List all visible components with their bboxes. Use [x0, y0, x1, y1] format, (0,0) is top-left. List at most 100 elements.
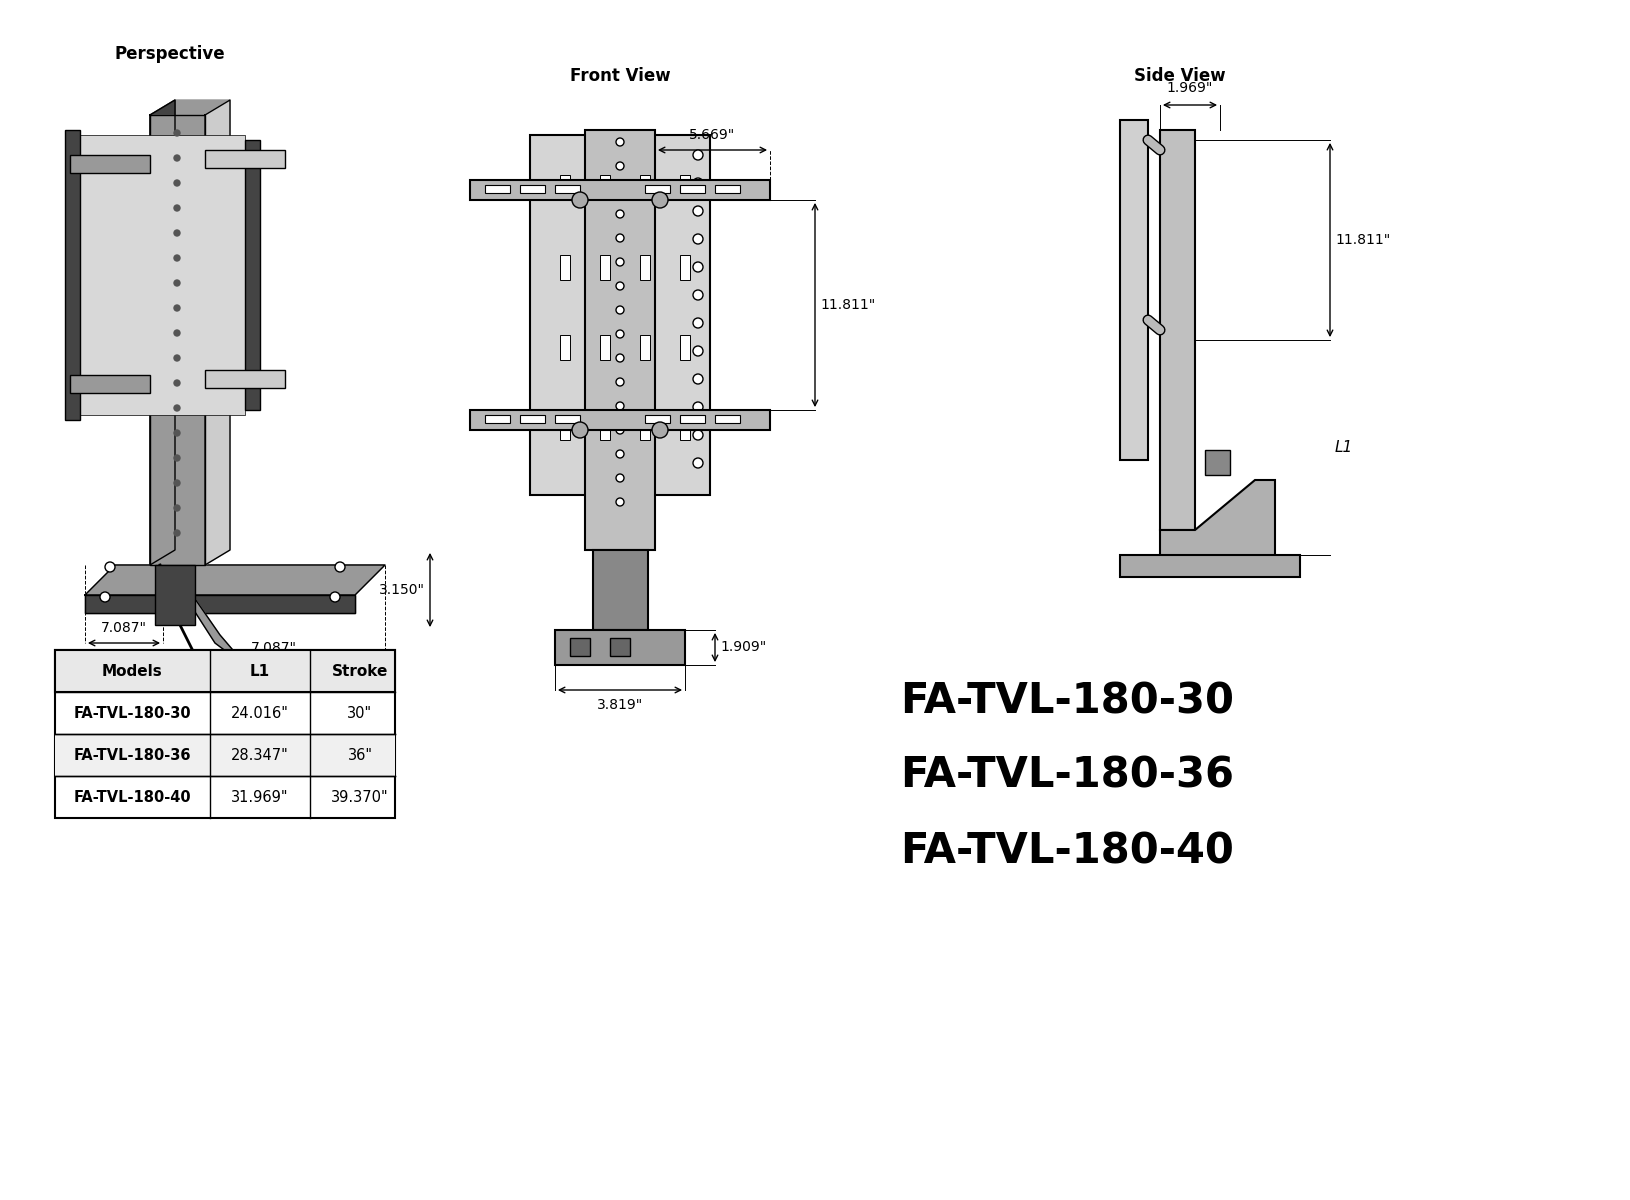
Text: Models: Models [101, 664, 163, 678]
Circle shape [616, 498, 624, 506]
Circle shape [174, 155, 179, 161]
Text: Front View: Front View [569, 67, 670, 85]
Text: L1: L1 [1335, 439, 1353, 455]
Bar [585, 130, 655, 550]
Polygon shape [85, 595, 355, 613]
Circle shape [99, 592, 109, 602]
Circle shape [616, 426, 624, 434]
Text: 5.669": 5.669" [688, 128, 735, 142]
Bar [530, 134, 709, 494]
Circle shape [174, 505, 179, 511]
Circle shape [174, 180, 179, 186]
Circle shape [572, 192, 588, 208]
Text: FA-TVL-180-30: FA-TVL-180-30 [900, 680, 1234, 722]
Bar [65, 130, 80, 420]
Circle shape [174, 330, 179, 336]
Bar [644, 415, 670, 422]
Bar [469, 410, 769, 430]
Polygon shape [205, 100, 230, 565]
Circle shape [616, 186, 624, 194]
Text: 3.150": 3.150" [378, 583, 425, 596]
Circle shape [174, 530, 179, 536]
Text: L1: L1 [249, 664, 271, 678]
Text: 24.016": 24.016" [231, 706, 289, 720]
Text: 7.087": 7.087" [251, 641, 297, 655]
Polygon shape [1159, 480, 1275, 560]
Circle shape [334, 562, 346, 572]
Bar [55, 650, 394, 818]
Bar [55, 650, 394, 692]
Bar [559, 175, 569, 200]
Circle shape [616, 306, 624, 314]
Circle shape [616, 258, 624, 266]
Circle shape [693, 150, 703, 160]
Text: 28.347": 28.347" [231, 748, 289, 762]
Circle shape [174, 280, 179, 286]
Bar [639, 335, 650, 360]
Bar [680, 175, 689, 200]
Bar [554, 630, 685, 665]
Polygon shape [150, 100, 174, 565]
Bar [680, 415, 704, 422]
Circle shape [693, 290, 703, 300]
Bar [569, 638, 590, 656]
Bar [680, 335, 689, 360]
Circle shape [693, 374, 703, 384]
Text: FA-TVL-180-40: FA-TVL-180-40 [73, 790, 191, 804]
Circle shape [104, 562, 116, 572]
Circle shape [652, 422, 668, 438]
Text: 7.087": 7.087" [101, 622, 147, 635]
Text: FA-TVL-180-36: FA-TVL-180-36 [900, 755, 1234, 797]
Bar [714, 185, 740, 193]
Text: 39.370": 39.370" [331, 790, 388, 804]
Circle shape [616, 282, 624, 290]
Circle shape [174, 205, 179, 211]
Bar [469, 180, 769, 200]
Text: 11.811": 11.811" [1335, 233, 1389, 247]
Circle shape [652, 192, 668, 208]
Bar [70, 374, 150, 392]
Bar [520, 185, 544, 193]
Circle shape [693, 234, 703, 244]
Circle shape [616, 354, 624, 362]
Text: 3.819": 3.819" [597, 698, 642, 712]
Bar [559, 254, 569, 280]
Bar [1120, 554, 1299, 577]
Bar [559, 415, 569, 440]
Bar [600, 415, 610, 440]
Text: 1.909": 1.909" [719, 640, 766, 654]
Text: FA-TVL-180-30: FA-TVL-180-30 [73, 706, 191, 720]
Bar [205, 370, 285, 388]
Text: Stroke: Stroke [331, 664, 388, 678]
Bar [155, 565, 196, 625]
Bar [639, 415, 650, 440]
Bar [680, 185, 704, 193]
Bar [1205, 450, 1229, 475]
Bar [639, 175, 650, 200]
Circle shape [616, 450, 624, 458]
Text: 30": 30" [347, 706, 372, 720]
Bar [484, 185, 510, 193]
Polygon shape [150, 115, 205, 565]
Circle shape [693, 262, 703, 272]
Circle shape [616, 330, 624, 338]
Circle shape [616, 210, 624, 218]
Bar [55, 734, 394, 776]
Circle shape [572, 422, 588, 438]
Bar [680, 254, 689, 280]
Circle shape [616, 378, 624, 386]
Bar [1159, 130, 1195, 530]
Text: FA-TVL-180-40: FA-TVL-180-40 [900, 830, 1234, 872]
Circle shape [693, 318, 703, 328]
Circle shape [693, 458, 703, 468]
Circle shape [174, 130, 179, 136]
Bar [70, 155, 150, 173]
Text: 36": 36" [347, 748, 372, 762]
Bar [520, 415, 544, 422]
Circle shape [616, 138, 624, 146]
Bar [484, 415, 510, 422]
Circle shape [174, 404, 179, 410]
Text: Perspective: Perspective [116, 44, 225, 62]
Bar [554, 185, 580, 193]
Circle shape [174, 254, 179, 260]
